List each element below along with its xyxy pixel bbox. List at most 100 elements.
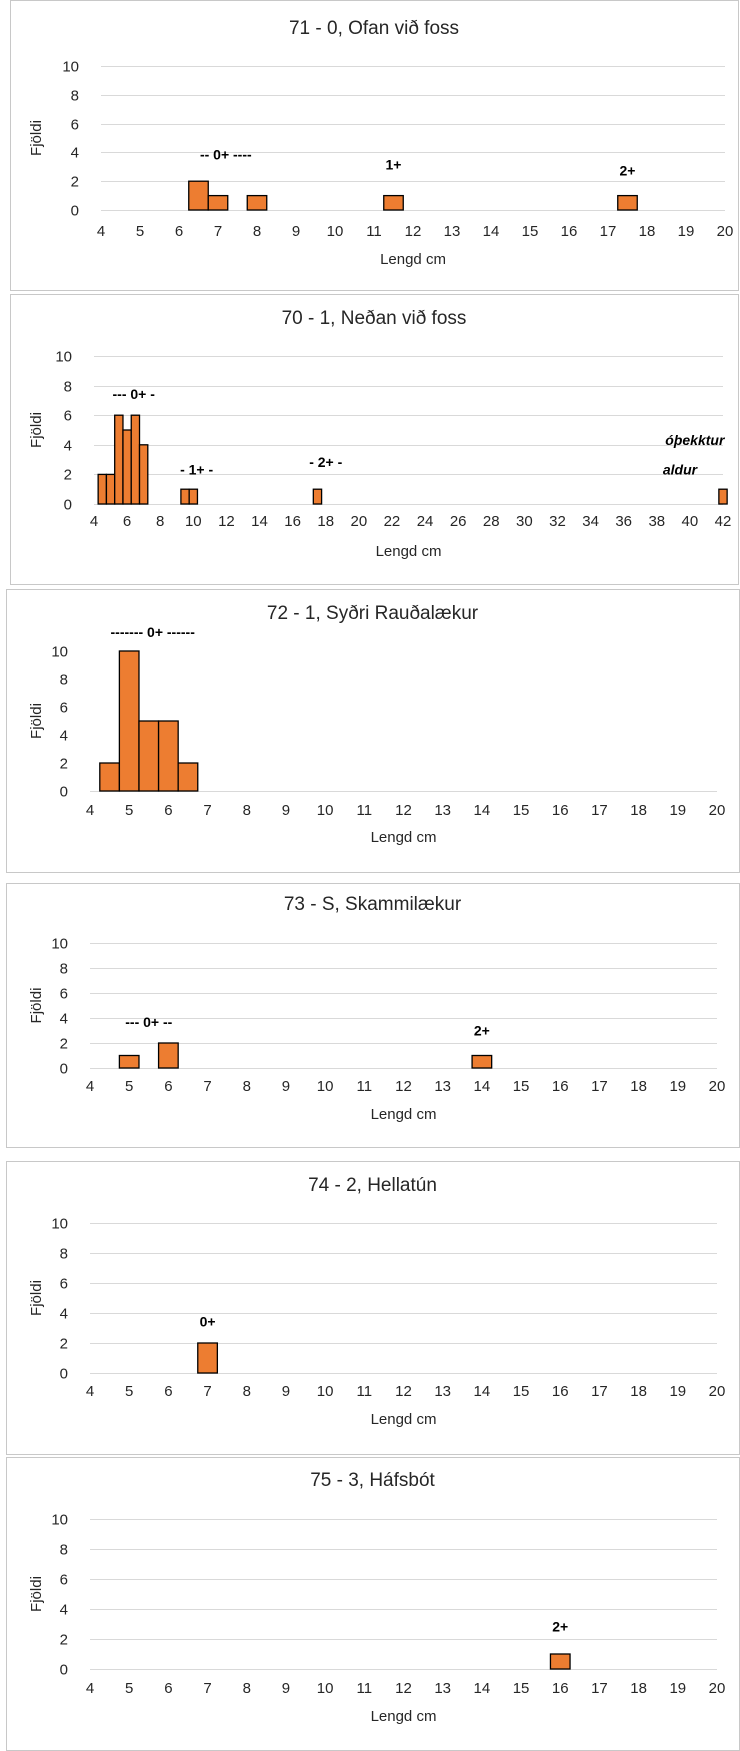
age-group-annotation: óþekktur xyxy=(665,432,726,448)
x-tick-label: 17 xyxy=(591,1078,608,1095)
x-tick-label: 14 xyxy=(474,1383,491,1400)
x-tick-label: 18 xyxy=(639,223,656,240)
x-axis-label: Lengd cm xyxy=(371,1708,437,1725)
x-tick-label: 20 xyxy=(350,513,367,530)
histogram-bar xyxy=(118,1054,140,1069)
x-tick-label: 38 xyxy=(648,513,665,530)
histogram-bar xyxy=(97,473,108,505)
histogram-bar xyxy=(177,762,199,792)
age-group-annotation: ------- 0+ ------ xyxy=(111,624,196,640)
histogram-chart-5: 74 - 2, Hellatún 0 2 4 6 8 10 4 5 6 7 8 9 10 11 12 13 14 1… xyxy=(6,1161,740,1455)
x-tick-label: 34 xyxy=(582,513,599,530)
x-tick-label: 4 xyxy=(90,513,98,530)
x-tick-label: 10 xyxy=(327,223,344,240)
x-tick-label: 13 xyxy=(434,1383,451,1400)
age-group-annotation: -- 0+ ---- xyxy=(200,147,252,163)
age-group-annotation: - 1+ - xyxy=(180,461,213,477)
y-tick-label: 10 xyxy=(55,349,72,366)
x-tick-label: 14 xyxy=(251,513,268,530)
histogram-bar xyxy=(130,414,141,505)
x-axis-label: Lengd cm xyxy=(380,251,446,268)
histogram-bar xyxy=(122,429,132,505)
y-tick-label: 10 xyxy=(51,1512,68,1529)
y-axis-label: Fjöldi xyxy=(28,1280,45,1316)
x-tick-label: 5 xyxy=(136,223,144,240)
x-tick-label: 19 xyxy=(669,802,686,819)
histogram-bar xyxy=(114,414,124,505)
x-tick-label: 13 xyxy=(434,1078,451,1095)
histogram-bar xyxy=(180,488,190,505)
y-axis-label: Fjöldi xyxy=(28,1576,45,1612)
chart-title: 74 - 2, Hellatún xyxy=(308,1175,437,1196)
x-tick-label: 19 xyxy=(669,1680,686,1697)
age-group-annotation: 2+ xyxy=(552,1619,568,1635)
y-tick-label: 4 xyxy=(60,728,68,745)
x-tick-label: 13 xyxy=(434,802,451,819)
x-tick-label: 4 xyxy=(97,223,105,240)
x-tick-label: 7 xyxy=(203,1078,211,1095)
y-tick-label: 8 xyxy=(60,672,68,689)
chart-title: 73 - S, Skammilækur xyxy=(284,894,462,915)
y-tick-label: 6 xyxy=(60,986,68,1003)
chart-title: 71 - 0, Ofan við foss xyxy=(289,18,459,39)
x-tick-label: 20 xyxy=(709,802,726,819)
age-group-annotation: --- 0+ - xyxy=(113,386,156,402)
x-tick-label: 10 xyxy=(185,513,202,530)
x-tick-label: 11 xyxy=(366,223,382,240)
x-tick-label: 15 xyxy=(513,1078,530,1095)
y-tick-label: 2 xyxy=(71,174,79,191)
x-tick-label: 14 xyxy=(474,1078,491,1095)
x-tick-label: 9 xyxy=(282,1680,290,1697)
x-tick-label: 17 xyxy=(600,223,617,240)
x-tick-label: 18 xyxy=(630,802,647,819)
y-tick-label: 2 xyxy=(64,467,72,484)
x-tick-label: 36 xyxy=(615,513,632,530)
x-tick-label: 16 xyxy=(552,1078,569,1095)
x-tick-label: 5 xyxy=(125,802,133,819)
x-tick-label: 11 xyxy=(357,1680,373,1697)
y-tick-label: 6 xyxy=(60,1572,68,1589)
x-tick-label: 4 xyxy=(86,802,94,819)
y-tick-label: 4 xyxy=(60,1306,68,1323)
x-tick-label: 8 xyxy=(243,1680,251,1697)
chart-frame xyxy=(6,1161,740,1455)
x-tick-label: 5 xyxy=(125,1383,133,1400)
histogram-bar xyxy=(138,444,149,505)
age-group-annotation: 2+ xyxy=(474,1023,490,1039)
x-tick-label: 4 xyxy=(86,1078,94,1095)
x-tick-label: 8 xyxy=(253,223,261,240)
y-tick-label: 6 xyxy=(64,408,72,425)
y-tick-label: 4 xyxy=(60,1011,68,1028)
x-tick-label: 6 xyxy=(164,1078,172,1095)
x-tick-label: 17 xyxy=(591,1383,608,1400)
age-group-annotation: 0+ xyxy=(200,1314,216,1330)
x-tick-label: 7 xyxy=(203,1680,211,1697)
y-tick-label: 10 xyxy=(51,644,68,661)
x-tick-label: 16 xyxy=(561,223,578,240)
histogram-bar xyxy=(471,1054,493,1069)
histogram-chart-6: 75 - 3, Háfsbót 0 2 4 6 8 10 4 5 6 7 8 9 10 11 12 13 14 15… xyxy=(6,1457,740,1751)
age-group-annotation: --- 0+ -- xyxy=(125,1014,172,1030)
y-axis-label: Fjöldi xyxy=(28,703,45,739)
y-tick-label: 6 xyxy=(60,700,68,717)
histogram-bar xyxy=(617,194,638,211)
histogram-chart-4: 73 - S, Skammilækur 0 2 4 6 8 10 4 5 6 7 8 9 10 11 12 13… xyxy=(6,883,740,1148)
histogram-bar xyxy=(246,194,268,211)
x-tick-label: 11 xyxy=(357,802,373,819)
x-tick-label: 14 xyxy=(483,223,500,240)
x-tick-label: 12 xyxy=(405,223,422,240)
y-tick-label: 0 xyxy=(64,497,72,514)
histogram-bar xyxy=(188,488,199,505)
age-group-annotation: 2+ xyxy=(620,162,636,178)
x-tick-label: 20 xyxy=(709,1383,726,1400)
x-tick-label: 8 xyxy=(243,1078,251,1095)
y-tick-label: 4 xyxy=(71,145,79,162)
histogram-bar xyxy=(118,650,140,792)
x-tick-label: 15 xyxy=(522,223,539,240)
y-tick-label: 0 xyxy=(71,203,79,220)
x-tick-label: 18 xyxy=(317,513,334,530)
chart-title: 75 - 3, Háfsbót xyxy=(310,1470,435,1491)
x-tick-label: 15 xyxy=(513,802,530,819)
age-group-annotation: - 2+ - xyxy=(309,454,342,470)
